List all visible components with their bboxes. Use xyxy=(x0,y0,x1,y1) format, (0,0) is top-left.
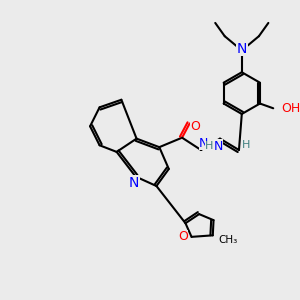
Text: CH₃: CH₃ xyxy=(218,235,238,245)
Text: H: H xyxy=(242,140,251,150)
Text: OH: OH xyxy=(281,102,300,115)
Text: N: N xyxy=(213,140,223,153)
Text: O: O xyxy=(178,230,188,243)
Text: H: H xyxy=(206,141,214,151)
Text: N: N xyxy=(237,41,247,56)
Text: N: N xyxy=(128,176,139,190)
Text: N: N xyxy=(199,137,208,150)
Text: O: O xyxy=(190,120,200,133)
